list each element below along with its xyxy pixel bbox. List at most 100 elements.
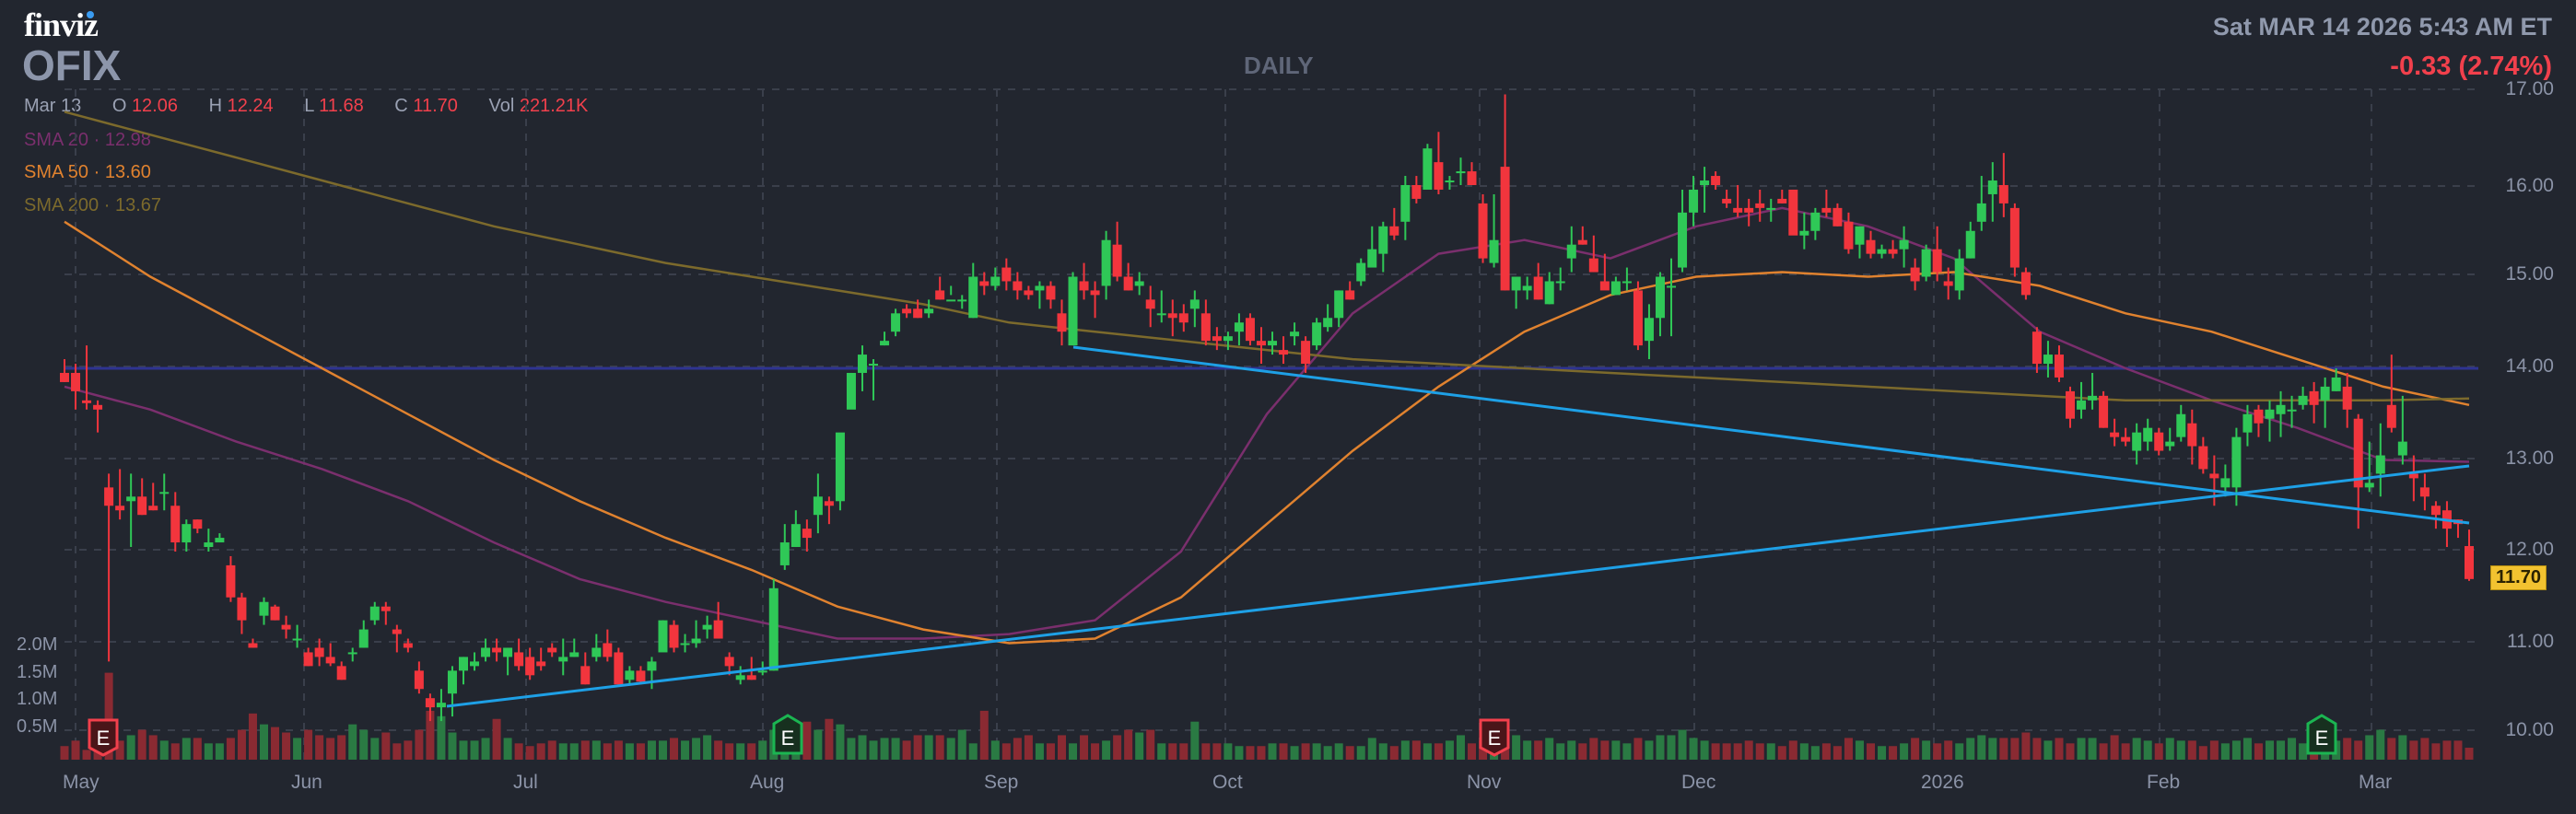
candle-body: [658, 620, 668, 653]
volume-bar: [1301, 743, 1310, 760]
volume-bar: [459, 740, 468, 760]
candle-body: [392, 629, 402, 634]
candle-body: [924, 308, 934, 314]
earnings-marker-icon[interactable]: E: [2306, 714, 2337, 755]
volume-bar: [946, 738, 955, 760]
candle-body: [314, 647, 324, 657]
volume-bar: [2354, 740, 2363, 760]
volume-bar: [1168, 743, 1177, 760]
sma20-legend[interactable]: SMA 20 · 12.98: [24, 130, 151, 150]
earnings-marker-icon[interactable]: E: [772, 714, 803, 755]
sma200-legend[interactable]: SMA 200 · 13.67: [24, 195, 162, 215]
candle-body: [1577, 239, 1587, 245]
volume-bar: [2387, 738, 2396, 760]
candle-body: [1744, 207, 1754, 213]
volume-bar: [658, 740, 667, 760]
volume-bar: [1900, 743, 1909, 760]
candle-body: [325, 657, 335, 664]
candle-body: [503, 647, 513, 657]
date-axis-label: Mar: [2359, 772, 2393, 793]
candle-body: [558, 657, 568, 662]
candle-body: [2088, 395, 2098, 401]
volume-bar: [159, 740, 169, 760]
candle-body: [1478, 203, 1488, 259]
candle-body: [790, 524, 801, 548]
candle-body: [1145, 299, 1155, 309]
finviz-logo[interactable]: finviz: [24, 6, 99, 44]
volume-bar: [2409, 740, 2418, 760]
volume-bar: [1911, 738, 1920, 760]
candle-body: [1633, 290, 1643, 346]
volume-bar: [204, 743, 213, 760]
candle-body: [2187, 423, 2197, 447]
volume-bar: [580, 740, 590, 760]
candle-body: [1943, 281, 1953, 286]
volume-bar: [625, 743, 634, 760]
candle-body: [957, 299, 967, 302]
volume-bar: [1844, 738, 1853, 760]
volume-bar: [1645, 740, 1654, 760]
volume-bar: [1999, 738, 2008, 760]
candle-body: [1987, 180, 1997, 194]
sma50-line: [64, 220, 2470, 645]
candle-body: [1522, 285, 1532, 291]
candle-body: [902, 308, 912, 314]
volume-bar: [115, 740, 124, 760]
sma200-line: [64, 110, 2470, 402]
volume-bar: [492, 718, 501, 760]
uptrend-line: [446, 464, 2470, 708]
candle-body: [2408, 473, 2418, 479]
volume-bar: [2376, 729, 2385, 760]
volume-bar: [1468, 743, 1477, 760]
candle-body: [2054, 355, 2064, 378]
volume-bar: [758, 740, 767, 760]
date-axis-label: May: [63, 772, 100, 793]
earnings-marker-icon[interactable]: E: [1479, 718, 1510, 757]
candle-body: [1755, 203, 1765, 208]
volume-bar: [226, 738, 235, 760]
volume-bar: [1788, 740, 1797, 760]
candle-body: [1268, 341, 1278, 346]
volume-bar: [1080, 735, 1089, 760]
candle-body: [1167, 313, 1177, 319]
volume-bar: [1955, 743, 1964, 760]
volume-bar: [1113, 735, 1122, 760]
volume-bar: [1411, 740, 1421, 760]
candle-body: [1345, 290, 1355, 300]
volume-bar: [736, 743, 745, 760]
candle-body: [2342, 386, 2352, 410]
volume-bar: [536, 743, 545, 760]
sma50-legend[interactable]: SMA 50 · 13.60: [24, 162, 151, 182]
candle-body: [1500, 167, 1510, 291]
candle-body: [1245, 318, 1255, 342]
candle-body: [1423, 148, 1433, 190]
candle-body: [813, 496, 823, 516]
volume-bar: [2442, 740, 2452, 760]
volume-bar: [2288, 738, 2297, 760]
candle-body: [2209, 473, 2219, 479]
volume-bar: [2277, 740, 2286, 760]
volume-bar: [2055, 738, 2064, 760]
candle-body: [2386, 404, 2396, 428]
candle-body: [126, 496, 136, 502]
candle-body: [2364, 483, 2374, 488]
candle-body: [1644, 318, 1654, 342]
earnings-marker-icon[interactable]: E: [88, 718, 119, 757]
candle-body: [713, 620, 723, 639]
candle-body: [2043, 355, 2053, 365]
svg-text:E: E: [1488, 727, 1502, 750]
datetime-label: Sat MAR 14 2026 5:43 AM ET: [2212, 13, 2552, 41]
candle-body: [1411, 185, 1422, 199]
candle-body: [569, 652, 580, 657]
volume-bar: [370, 738, 380, 760]
volume-bar: [2220, 743, 2230, 760]
volume-bar: [193, 738, 202, 760]
candle-body: [1899, 239, 1909, 250]
volume-bar: [1091, 743, 1100, 760]
volume-bar: [2398, 735, 2407, 760]
date-axis-label: 2026: [1921, 772, 1964, 793]
candle-body: [913, 308, 923, 319]
volume-bar: [1057, 735, 1066, 760]
volume-bar: [2165, 738, 2174, 760]
